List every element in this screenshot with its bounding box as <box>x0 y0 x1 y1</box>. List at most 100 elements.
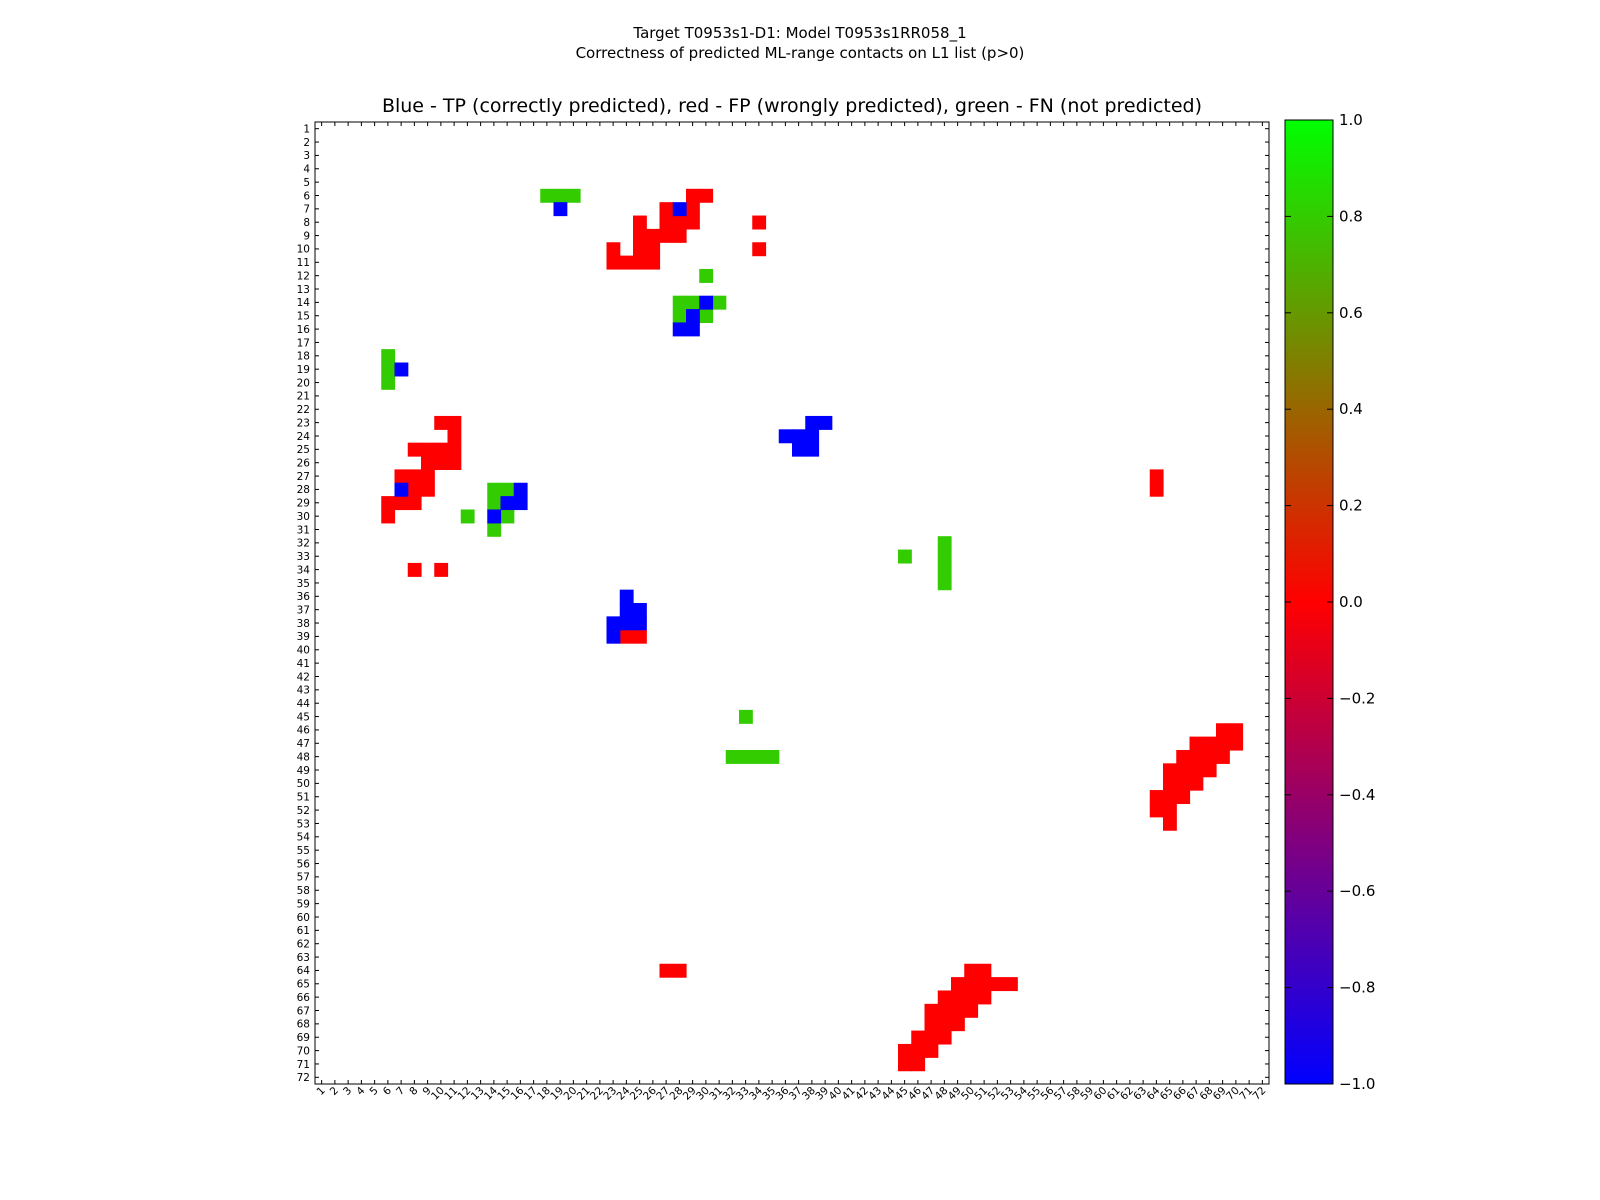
y-tick-label-23: 23 <box>297 417 310 429</box>
cell-fp-64-50 <box>964 963 979 978</box>
y-tick-label-61: 61 <box>297 925 310 937</box>
cell-fp-47-67 <box>1189 736 1204 751</box>
y-tick-label-31: 31 <box>297 524 310 536</box>
cell-fn-30-15 <box>500 509 515 524</box>
x-tick-label-8: 8 <box>407 1085 420 1098</box>
cell-fp-7-29 <box>686 202 700 217</box>
cell-fn-15-30 <box>699 309 714 324</box>
cell-tp-30-14 <box>487 509 502 524</box>
cell-fn-48-32 <box>725 749 740 764</box>
y-tick-label-47: 47 <box>297 738 310 750</box>
colorbar-tick-label-9: −0.8 <box>1339 979 1375 997</box>
y-tick-label-72: 72 <box>297 1072 310 1084</box>
y-tick-label-41: 41 <box>297 658 310 670</box>
cell-fp-66-49 <box>951 990 965 1005</box>
y-tick-label-26: 26 <box>297 458 311 470</box>
cell-fp-30-6 <box>381 509 396 524</box>
cell-fp-8-34 <box>752 215 767 230</box>
y-tick-label-60: 60 <box>297 912 310 924</box>
y-tick-label-35: 35 <box>297 578 310 590</box>
cell-tp-25-37 <box>792 442 806 457</box>
y-tick-label-64: 64 <box>297 965 311 977</box>
cell-fp-46-69 <box>1216 723 1230 738</box>
cell-tp-15-29 <box>686 309 700 324</box>
cell-fn-14-31 <box>712 295 727 310</box>
cell-tp-29-16 <box>513 496 528 511</box>
cell-fp-9-28 <box>672 228 687 243</box>
y-tick-label-27: 27 <box>297 471 310 483</box>
cell-tp-36-24 <box>619 589 634 604</box>
cell-fp-23-10 <box>434 415 449 430</box>
axis-ticks <box>315 122 1269 1084</box>
cell-tp-24-37 <box>792 429 806 444</box>
cell-fn-6-18 <box>540 188 555 203</box>
cell-fp-69-47 <box>924 1030 939 1045</box>
cell-fp-68-47 <box>924 1017 939 1032</box>
colorbar-tick-label-8: −0.6 <box>1339 882 1375 900</box>
cell-tp-24-38 <box>805 429 820 444</box>
cell-fp-71-46 <box>911 1057 926 1072</box>
cell-fp-66-50 <box>964 990 979 1005</box>
y-tick-label-50: 50 <box>297 778 310 790</box>
cell-fn-29-14 <box>487 496 502 511</box>
cell-fp-9-25 <box>633 228 647 243</box>
cell-fp-67-47 <box>924 1003 939 1018</box>
cell-fp-69-46 <box>911 1030 926 1045</box>
cell-tp-14-30 <box>699 295 714 310</box>
cell-fn-33-45 <box>898 549 912 564</box>
y-tick-label-40: 40 <box>297 645 310 657</box>
cell-fp-39-24 <box>619 629 634 644</box>
cell-tp-28-16 <box>513 482 528 497</box>
cell-fn-35-48 <box>937 576 952 591</box>
cell-fp-27-64 <box>1149 469 1164 484</box>
cell-fp-29-7 <box>394 496 409 511</box>
y-tick-label-48: 48 <box>297 751 310 763</box>
x-tick-label-1: 1 <box>315 1085 328 1098</box>
colorbar-tick-label-5: 0.0 <box>1339 593 1363 611</box>
y-tick-label-25: 25 <box>297 444 310 456</box>
y-tick-label-29: 29 <box>297 498 310 510</box>
cell-tp-7-19 <box>553 202 568 217</box>
cell-fp-28-64 <box>1149 482 1164 497</box>
y-tick-label-44: 44 <box>297 698 311 710</box>
cell-fn-30-12 <box>460 509 475 524</box>
cell-tp-37-24 <box>619 603 634 617</box>
cell-fp-34-8 <box>407 562 422 577</box>
heatmap-frame <box>314 121 1270 1085</box>
y-tick-label-13: 13 <box>297 284 310 296</box>
cell-fn-34-48 <box>937 562 952 577</box>
cell-tp-37-25 <box>633 603 647 617</box>
y-tick-label-8: 8 <box>303 217 310 229</box>
x-tick-label-3: 3 <box>341 1085 354 1098</box>
cell-fp-25-8 <box>407 442 422 457</box>
cell-fp-52-65 <box>1163 803 1177 818</box>
cell-fp-67-49 <box>951 1003 965 1018</box>
y-tick-label-7: 7 <box>303 204 310 216</box>
y-tick-label-18: 18 <box>297 351 310 363</box>
cell-fn-32-48 <box>937 536 952 551</box>
cell-fp-65-52 <box>990 977 1005 992</box>
cell-tp-38-25 <box>633 616 647 631</box>
y-tick-label-57: 57 <box>297 872 310 884</box>
cell-fp-50-67 <box>1189 776 1204 791</box>
colorbar: 1.0 0.8 0.6 0.4 0.2 0.0 −0.2 −0.4 −0.6 −0.8 −1.0 <box>1284 111 1375 1093</box>
cell-fn-48-35 <box>765 749 780 764</box>
cell-fp-25-9 <box>421 442 435 457</box>
y-tick-label-33: 33 <box>297 551 310 563</box>
y-tick-label-32: 32 <box>297 538 310 550</box>
y-tick-label-65: 65 <box>297 979 310 991</box>
cell-fp-65-49 <box>951 977 965 992</box>
cell-tp-16-29 <box>686 322 700 337</box>
cell-fp-70-47 <box>924 1043 939 1058</box>
y-tick-label-62: 62 <box>297 939 310 951</box>
cell-tp-39-23 <box>606 629 621 644</box>
cell-fp-50-65 <box>1163 776 1177 791</box>
colorbar-tick-label-4: 0.2 <box>1339 497 1363 515</box>
y-tick-label-54: 54 <box>297 832 311 844</box>
cell-tp-23-38 <box>805 415 820 430</box>
cell-fn-6-19 <box>553 188 568 203</box>
cell-fp-26-9 <box>421 456 435 470</box>
cell-fp-11-24 <box>619 255 634 270</box>
cell-fp-25-11 <box>447 442 462 457</box>
cell-fp-49-66 <box>1176 763 1191 778</box>
